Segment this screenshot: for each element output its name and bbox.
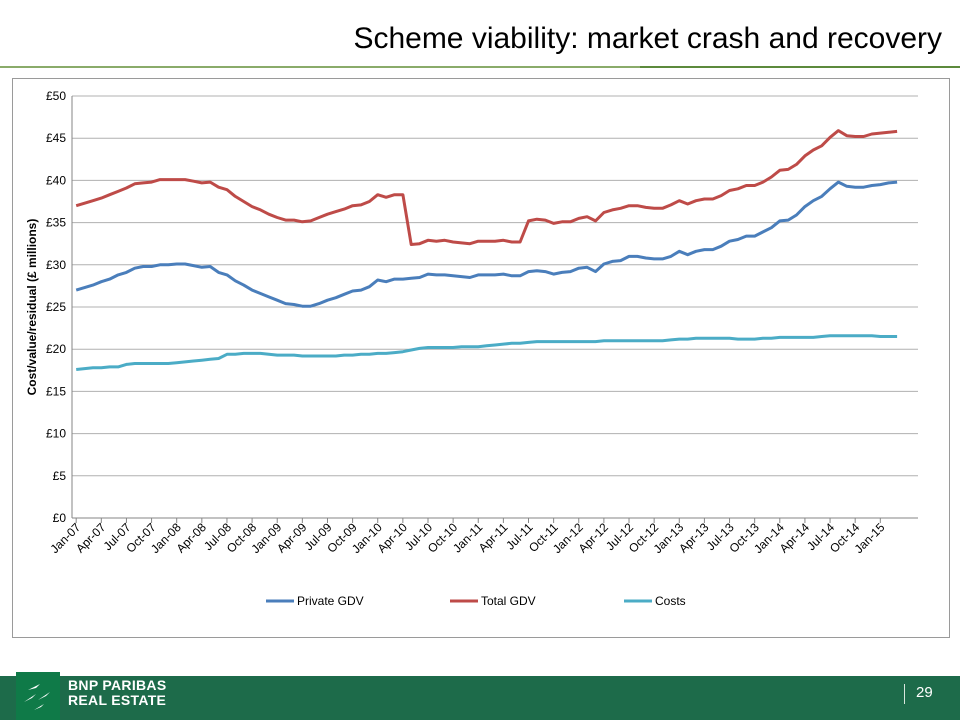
chart-frame (12, 78, 950, 638)
footer-bar (0, 676, 960, 720)
y-tick-label: £0 (53, 511, 67, 525)
series-line-costs (76, 334, 898, 371)
brand-line-2: REAL ESTATE (68, 692, 167, 708)
series-line-total-gdv (75, 129, 898, 246)
y-tick-label: £15 (46, 384, 66, 398)
x-tick-label: Apr-11 (476, 520, 511, 555)
y-tick-label: £5 (53, 469, 67, 483)
page-number-separator (904, 684, 905, 704)
page-number: 29 (916, 684, 933, 701)
y-tick-label: £35 (46, 216, 66, 230)
legend-label-total-gdv: Total GDV (481, 594, 536, 608)
brand-logo-icon (16, 672, 60, 720)
y-tick-label: £40 (46, 173, 66, 187)
legend-label-costs: Costs (655, 594, 686, 608)
y-tick-label: £45 (46, 131, 66, 145)
y-tick-label: £10 (46, 427, 66, 441)
brand-name: BNP PARIBAS REAL ESTATE (68, 678, 166, 708)
line-chart: £0 £5 £10 £15 £20 £25 £30 £35 £40 £45 £50 Cost/valu… (25, 89, 918, 608)
title-divider-accent (640, 66, 960, 68)
brand-line-1: BNP PARIBAS (68, 677, 167, 693)
y-tick-label: £25 (46, 300, 66, 314)
y-tick-label: £50 (46, 89, 66, 103)
series-line-private-gdv (75, 180, 898, 308)
y-axis-title: Cost/value/residual (£ millions) (25, 219, 39, 396)
legend-label-private-gdv: Private GDV (297, 594, 364, 608)
slide-title: Scheme viability: market crash and recov… (353, 22, 942, 55)
y-tick-label: £30 (46, 258, 66, 272)
title-divider (0, 66, 960, 68)
y-tick-label: £20 (46, 342, 66, 356)
